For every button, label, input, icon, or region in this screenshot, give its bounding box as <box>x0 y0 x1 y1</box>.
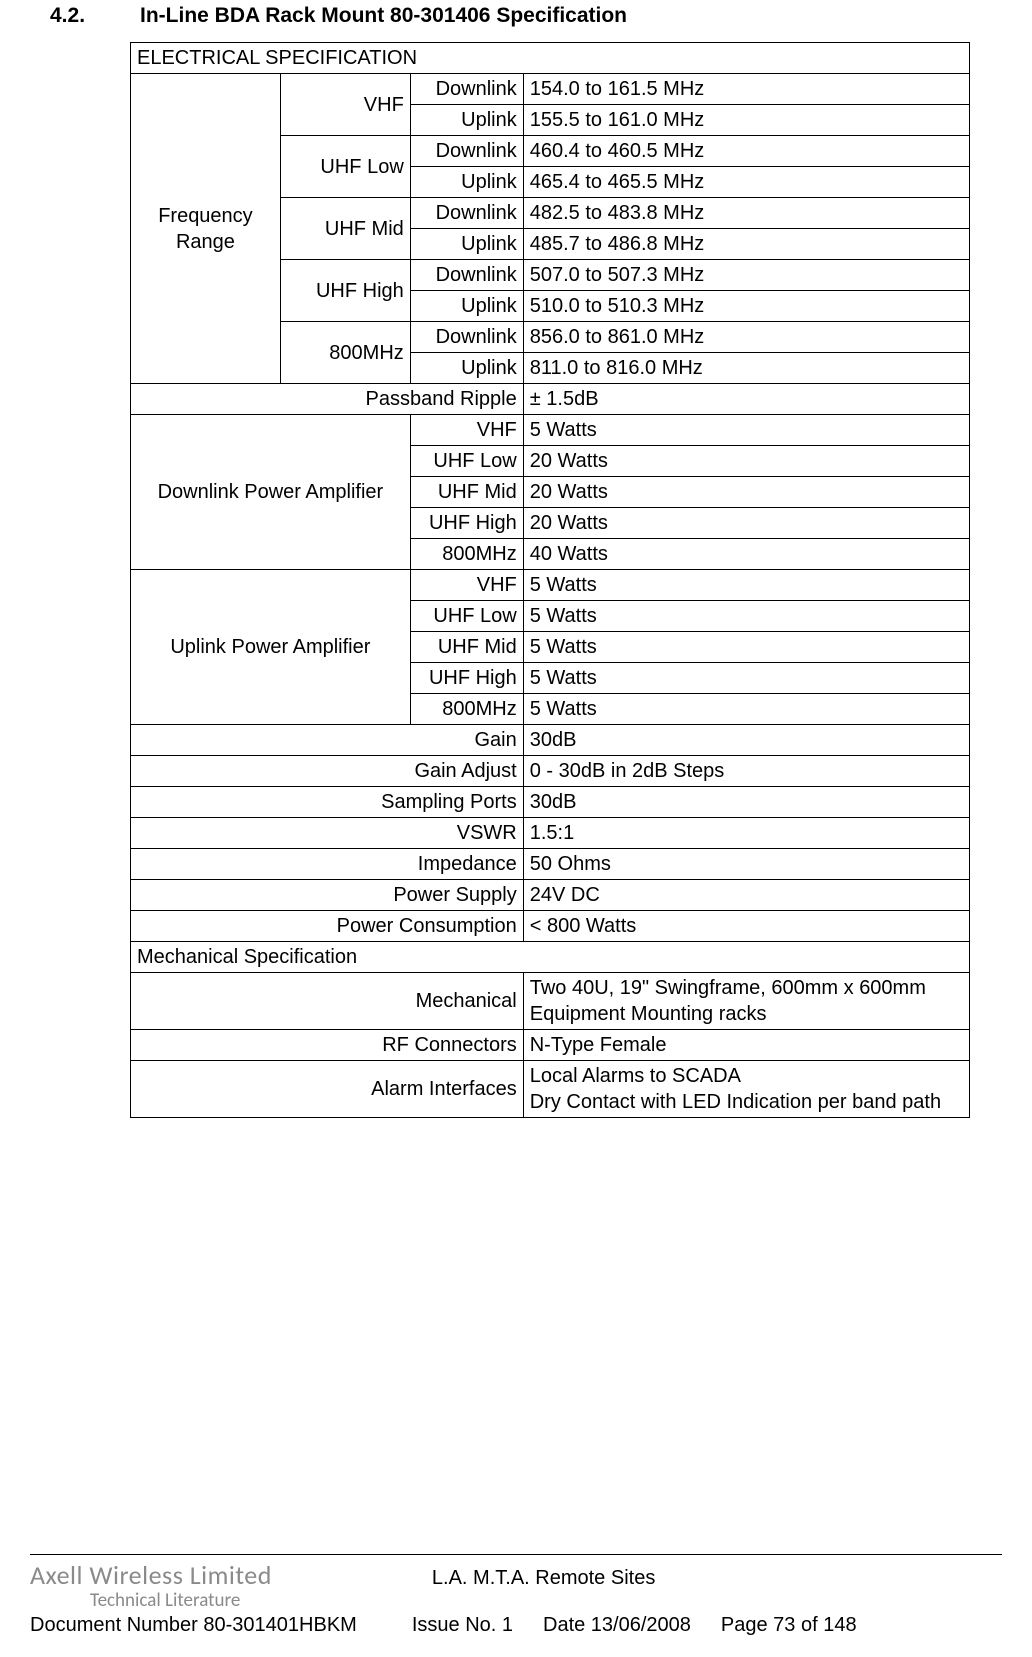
ul-uhf-low-label: UHF Low <box>410 601 523 632</box>
footer-page: Page 73 of 148 <box>721 1614 857 1637</box>
ul-uhf-high-label: UHF High <box>410 663 523 694</box>
rf-conn-value: N-Type Female <box>523 1030 969 1061</box>
page-footer: Axell Wireless Limited L.A. M.T.A. Remot… <box>0 1554 1032 1637</box>
footer-tech-lit: Technical Literature <box>90 1589 1002 1612</box>
footer-issue: Issue No. 1 <box>412 1614 513 1637</box>
freq-range-label: Frequency Range <box>131 74 281 384</box>
impedance-value: 50 Ohms <box>523 849 969 880</box>
dl-vhf-value: 5 Watts <box>523 415 969 446</box>
sampling-label: Sampling Ports <box>131 787 524 818</box>
alarm-value: Local Alarms to SCADA Dry Contact with L… <box>523 1061 969 1118</box>
mechanical-spec-header: Mechanical Specification <box>131 942 970 973</box>
electrical-spec-header: ELECTRICAL SPECIFICATION <box>131 43 970 74</box>
sampling-value: 30dB <box>523 787 969 818</box>
dl-uhf-low-label: UHF Low <box>410 446 523 477</box>
m800-down-label: Downlink <box>410 322 523 353</box>
m800-up-value: 811.0 to 816.0 MHz <box>523 353 969 384</box>
passband-value: ± 1.5dB <box>523 384 969 415</box>
vhf-down-value: 154.0 to 161.5 MHz <box>523 74 969 105</box>
uhf-mid-up-label: Uplink <box>410 229 523 260</box>
alarm-label: Alarm Interfaces <box>131 1061 524 1118</box>
dl-amp-label: Downlink Power Amplifier <box>131 415 411 570</box>
dl-uhf-high-label: UHF High <box>410 508 523 539</box>
band-vhf: VHF <box>280 74 410 136</box>
ul-uhf-mid-label: UHF Mid <box>410 632 523 663</box>
gain-adjust-value: 0 - 30dB in 2dB Steps <box>523 756 969 787</box>
uhf-high-down-value: 507.0 to 507.3 MHz <box>523 260 969 291</box>
ul-amp-label: Uplink Power Amplifier <box>131 570 411 725</box>
vswr-label: VSWR <box>131 818 524 849</box>
dl-800mhz-label: 800MHz <box>410 539 523 570</box>
dl-uhf-high-value: 20 Watts <box>523 508 969 539</box>
footer-project: L.A. M.T.A. Remote Sites <box>432 1567 655 1590</box>
uhf-high-down-label: Downlink <box>410 260 523 291</box>
consumption-value: < 800 Watts <box>523 911 969 942</box>
dl-vhf-label: VHF <box>410 415 523 446</box>
vhf-up-value: 155.5 to 161.0 MHz <box>523 105 969 136</box>
uhf-mid-up-value: 485.7 to 486.8 MHz <box>523 229 969 260</box>
m800-down-value: 856.0 to 861.0 MHz <box>523 322 969 353</box>
dl-uhf-mid-label: UHF Mid <box>410 477 523 508</box>
mechanical-label: Mechanical <box>131 973 524 1030</box>
mechanical-value: Two 40U, 19" Swingframe, 600mm x 600mm E… <box>523 973 969 1030</box>
gain-value: 30dB <box>523 725 969 756</box>
uhf-mid-down-value: 482.5 to 483.8 MHz <box>523 198 969 229</box>
supply-label: Power Supply <box>131 880 524 911</box>
uhf-low-up-value: 465.4 to 465.5 MHz <box>523 167 969 198</box>
dl-uhf-low-value: 20 Watts <box>523 446 969 477</box>
dl-800mhz-value: 40 Watts <box>523 539 969 570</box>
band-uhf-mid: UHF Mid <box>280 198 410 260</box>
uhf-mid-down-label: Downlink <box>410 198 523 229</box>
heading-title: In-Line BDA Rack Mount 80-301406 Specifi… <box>140 4 627 27</box>
footer-docnum: Document Number 80-301401HBKM <box>30 1614 357 1637</box>
impedance-label: Impedance <box>131 849 524 880</box>
vswr-value: 1.5:1 <box>523 818 969 849</box>
supply-value: 24V DC <box>523 880 969 911</box>
heading-number: 4.2. <box>50 4 140 28</box>
band-uhf-high: UHF High <box>280 260 410 322</box>
uhf-low-down-value: 460.4 to 460.5 MHz <box>523 136 969 167</box>
ul-vhf-value: 5 Watts <box>523 570 969 601</box>
ul-uhf-low-value: 5 Watts <box>523 601 969 632</box>
m800-up-label: Uplink <box>410 353 523 384</box>
section-heading: 4.2.In-Line BDA Rack Mount 80-301406 Spe… <box>50 0 982 42</box>
rf-conn-label: RF Connectors <box>131 1030 524 1061</box>
passband-label: Passband Ripple <box>131 384 524 415</box>
gain-label: Gain <box>131 725 524 756</box>
ul-vhf-label: VHF <box>410 570 523 601</box>
dl-uhf-mid-value: 20 Watts <box>523 477 969 508</box>
ul-uhf-mid-value: 5 Watts <box>523 632 969 663</box>
vhf-up-label: Uplink <box>410 105 523 136</box>
uhf-high-up-label: Uplink <box>410 291 523 322</box>
band-uhf-low: UHF Low <box>280 136 410 198</box>
consumption-label: Power Consumption <box>131 911 524 942</box>
footer-date: Date 13/06/2008 <box>543 1614 691 1637</box>
vhf-down-label: Downlink <box>410 74 523 105</box>
band-800mhz: 800MHz <box>280 322 410 384</box>
uhf-low-down-label: Downlink <box>410 136 523 167</box>
uhf-high-up-value: 510.0 to 510.3 MHz <box>523 291 969 322</box>
ul-800mhz-label: 800MHz <box>410 694 523 725</box>
specification-table: ELECTRICAL SPECIFICATION Frequency Range… <box>130 42 970 1118</box>
ul-uhf-high-value: 5 Watts <box>523 663 969 694</box>
gain-adjust-label: Gain Adjust <box>131 756 524 787</box>
footer-company: Axell Wireless Limited <box>30 1559 272 1591</box>
uhf-low-up-label: Uplink <box>410 167 523 198</box>
ul-800mhz-value: 5 Watts <box>523 694 969 725</box>
